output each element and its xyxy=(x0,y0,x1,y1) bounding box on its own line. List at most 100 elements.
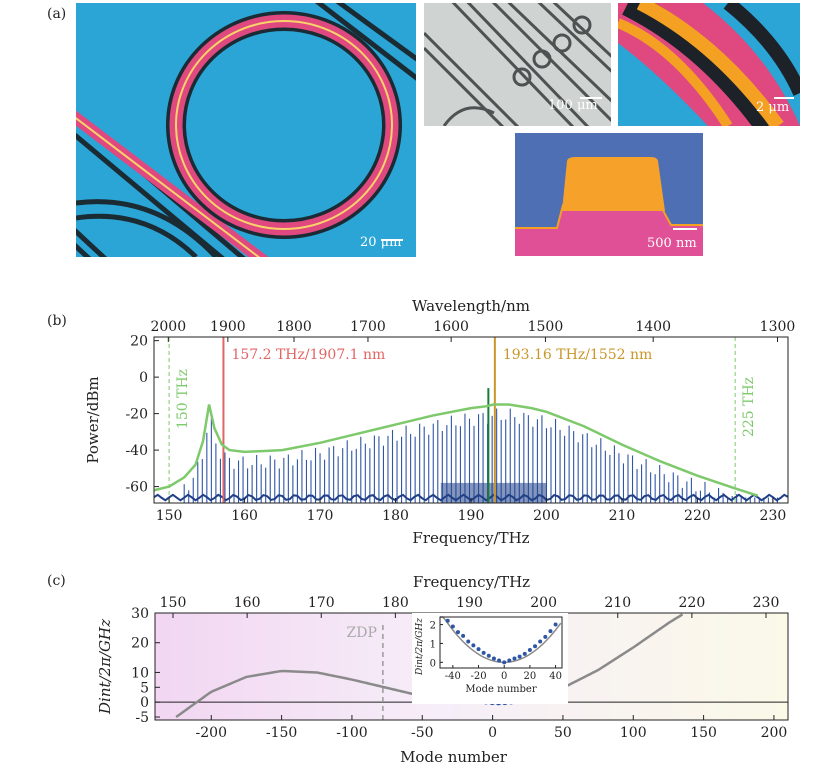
x-axis-title: Mode number xyxy=(400,748,508,766)
y-tick-label: 20 xyxy=(130,334,148,350)
spectrum-chart: 157.2 THz/1907.1 nm 193.16 THz/1552 nm 150… xyxy=(84,297,796,547)
inset-point xyxy=(450,624,455,629)
ring-array-photo: 100 μm xyxy=(424,3,611,126)
inset-y-tick-label: 1 xyxy=(430,639,436,650)
top-tick-label: 1300 xyxy=(760,319,796,335)
dispersion-chart: ZDP-200 -150 -100 -50 0 50 100 150 20030201050-5… xyxy=(96,573,789,766)
y-axis-title: Dint/2π/GHz xyxy=(96,619,114,715)
top-tick-label: 160 xyxy=(234,595,261,611)
x-tick-label: 150 xyxy=(690,725,717,741)
inset-point xyxy=(466,639,471,644)
annotation-150thz: 150 THz xyxy=(175,369,191,429)
inset-point xyxy=(543,634,548,639)
top-axis-title: Frequency/THz xyxy=(413,573,530,591)
inset-x-tick-label: -20 xyxy=(470,671,486,682)
panel-label-a: (a) xyxy=(47,6,67,22)
top-tick-label: 1800 xyxy=(276,319,312,335)
x-tick-label: 170 xyxy=(307,508,334,524)
inset-point xyxy=(527,648,532,653)
inset-point xyxy=(538,639,543,644)
inset-point xyxy=(471,643,476,648)
y-tick-label: 0 xyxy=(140,695,149,711)
x-tick-label: 150 xyxy=(156,508,183,524)
x-tick-label: 230 xyxy=(760,508,787,524)
x-tick-label: 180 xyxy=(382,508,409,524)
top-tick-label: 190 xyxy=(456,595,483,611)
y-axis-title: Power/dBm xyxy=(84,376,102,463)
inset-point xyxy=(522,651,527,656)
top-tick-label: 1500 xyxy=(528,319,564,335)
inset-point xyxy=(497,658,502,663)
inset-point xyxy=(517,654,522,659)
y-tick-label: 20 xyxy=(131,636,149,652)
top-tick-label: 210 xyxy=(604,595,631,611)
inset-point xyxy=(507,658,512,663)
x-tick-label: 200 xyxy=(533,508,560,524)
scale-bar-label: 20 μm xyxy=(360,235,402,250)
y-tick-label: 30 xyxy=(131,606,149,622)
y-tick-label: 5 xyxy=(140,680,149,696)
inset-x-tick-label: 0 xyxy=(501,671,507,682)
spectral-envelope xyxy=(153,403,759,497)
top-tick-label: 220 xyxy=(679,595,706,611)
panel-label-c: (c) xyxy=(47,573,66,589)
x-tick-label: -200 xyxy=(196,725,227,741)
x-tick-label: -150 xyxy=(266,725,297,741)
annotation-pump: 193.16 THz/1552 nm xyxy=(503,347,652,363)
x-tick-label: -100 xyxy=(336,725,367,741)
inset-point xyxy=(455,630,460,635)
inset-y-tick-label: 2 xyxy=(430,621,436,632)
top-tick-label: 170 xyxy=(308,595,335,611)
y-tick-label: -60 xyxy=(125,480,148,496)
inset-point xyxy=(548,629,553,634)
x-tick-label: 210 xyxy=(609,508,636,524)
inset-point xyxy=(553,622,558,627)
inset-x-tick-label: 40 xyxy=(549,671,562,682)
zdp-label: ZDP xyxy=(347,625,377,641)
top-tick-label: 2000 xyxy=(150,319,186,335)
y-tick-label: 0 xyxy=(139,370,148,386)
y-tick-label: -20 xyxy=(125,407,148,423)
x-tick-label: 220 xyxy=(684,508,711,524)
top-tick-label: 180 xyxy=(382,595,409,611)
top-tick-label: 1700 xyxy=(350,319,386,335)
top-axis-title: Wavelength/nm xyxy=(412,297,530,315)
top-tick-label: 1400 xyxy=(635,319,671,335)
scale-bar-label: 500 nm xyxy=(647,236,697,251)
inset-background xyxy=(412,613,568,704)
inset-fit-curve xyxy=(440,616,562,664)
inset-point xyxy=(533,644,538,649)
x-tick-label: 190 xyxy=(458,508,485,524)
annotation-dispersive-wave: 157.2 THz/1907.1 nm xyxy=(231,347,385,363)
y-tick-label: -40 xyxy=(125,443,148,459)
waveguide-cross-section-photo: 500 nm xyxy=(515,133,703,256)
waveguide-closeup-photo: 2 μm xyxy=(618,3,800,126)
inset-y-tick-label: 0 xyxy=(430,658,436,669)
inset-frame xyxy=(439,616,563,669)
inset-point xyxy=(461,633,466,638)
inset-point xyxy=(476,647,481,652)
inset-x-tick-label: -40 xyxy=(445,671,461,682)
inset-point xyxy=(481,650,486,655)
inset-x-tick-label: 20 xyxy=(524,671,537,682)
x-tick-label: 200 xyxy=(761,725,788,741)
scale-bar-label: 2 μm xyxy=(756,100,790,115)
annotation-225thz: 225 THz xyxy=(741,377,757,437)
y-tick-label: 10 xyxy=(131,665,149,681)
x-tick-label: 50 xyxy=(554,725,572,741)
inset-point xyxy=(486,653,491,658)
x-tick-label: -50 xyxy=(411,725,434,741)
inset-point xyxy=(491,656,496,661)
inset-point xyxy=(445,618,450,623)
x-axis-title: Frequency/THz xyxy=(412,529,529,547)
scale-bar-label: 100 μm xyxy=(548,98,598,113)
inset-y-title: Dint/2π/GHz xyxy=(415,618,425,676)
panel-label-b: (b) xyxy=(47,313,67,329)
inset-point xyxy=(502,660,507,665)
y-tick-label: -5 xyxy=(135,710,149,726)
inset-x-title: Mode number xyxy=(465,684,536,695)
top-tick-label: 1600 xyxy=(433,319,469,335)
x-tick-label: 160 xyxy=(231,508,258,524)
top-tick-label: 150 xyxy=(160,595,187,611)
ring-resonator-photo: 20 μm xyxy=(76,3,416,257)
